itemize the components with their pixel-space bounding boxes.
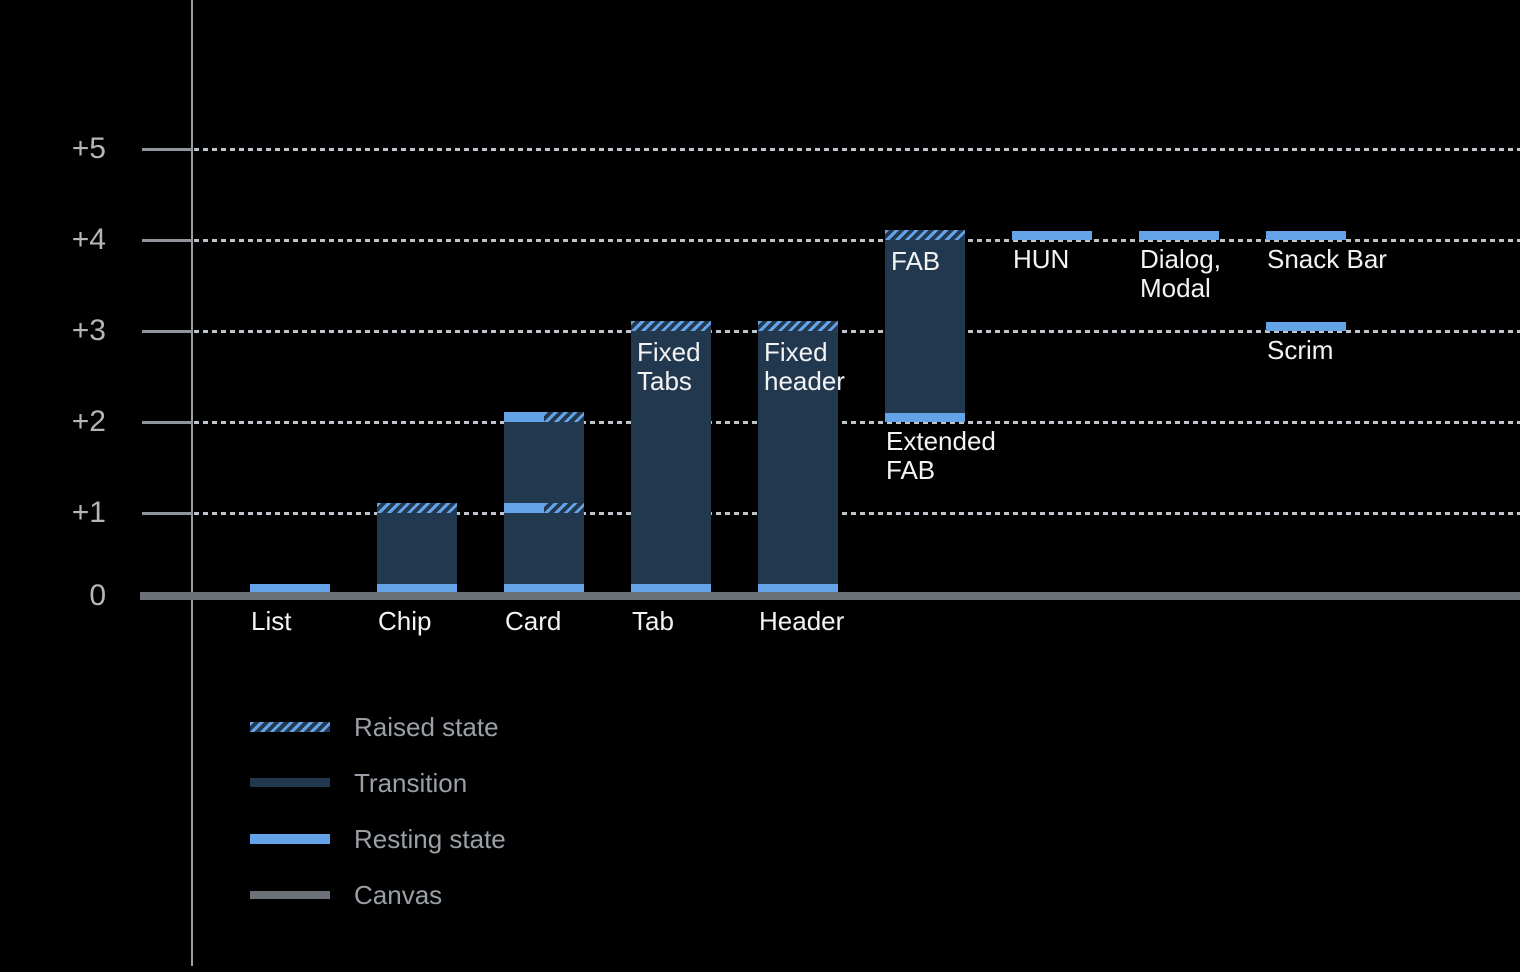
- bar-tab-transition: [631, 331, 711, 592]
- bar-card-resting-1: [504, 503, 544, 513]
- bar-dialog-modal-resting: [1139, 231, 1219, 240]
- gridline-5: [194, 148, 1520, 151]
- axis-label-4: +4: [71, 223, 106, 256]
- bar-chip-resting: [377, 584, 457, 592]
- bar-label-header: Header: [759, 606, 845, 636]
- axis-label-3: +3: [71, 314, 106, 347]
- bar-snack-bar-resting: [1266, 231, 1346, 240]
- bar-card-raised-2: [544, 412, 584, 422]
- bar-under-label-hun: HUN: [1013, 244, 1070, 274]
- bar-card-resting: [504, 584, 584, 592]
- gridline-1: [194, 512, 1520, 515]
- bar-header-raised: [758, 321, 838, 331]
- legend-label-resting-state: Resting state: [354, 824, 506, 854]
- bar-inside-label-header: Fixed header: [764, 337, 845, 396]
- axis-label-2: +2: [71, 405, 106, 438]
- y-axis-line: [191, 0, 193, 966]
- axis-label-1: +1: [71, 496, 106, 529]
- legend-label-raised-state: Raised state: [354, 712, 499, 742]
- legend-label-transition: Transition: [354, 767, 468, 798]
- bar-header-transition: [758, 331, 838, 592]
- bar-scrim-resting: [1266, 322, 1346, 331]
- gridline-2: [194, 421, 1520, 424]
- bar-header-resting: [758, 584, 838, 592]
- bar-fab-transition: [885, 240, 965, 422]
- legend-swatch-resting-state: [250, 834, 330, 844]
- gridline-4: [194, 239, 1520, 242]
- bar-label-tab: Tab: [632, 606, 674, 636]
- bar-under-label-snack-bar: Snack Bar: [1267, 244, 1387, 274]
- tick-2: [142, 421, 192, 424]
- bar-tab-raised: [631, 321, 711, 331]
- bar-tab-resting: [631, 584, 711, 592]
- bar-chip-raised: [377, 503, 457, 513]
- bar-chip-transition: [377, 513, 457, 592]
- tick-3: [142, 330, 192, 333]
- bar-under-label-dialog-modal: Dialog, Modal: [1140, 244, 1221, 303]
- bar-card-raised-1: [544, 503, 584, 513]
- bar-under-label-fab: Extended FAB: [886, 426, 996, 485]
- bar-fab-raised: [885, 230, 965, 240]
- tick-4: [142, 239, 192, 242]
- bar-card-resting-2: [504, 412, 544, 422]
- legend-swatch-canvas: [250, 891, 330, 899]
- gridline-3: [194, 330, 1520, 333]
- tick-1: [142, 512, 192, 515]
- bar-label-card: Card: [505, 606, 562, 636]
- bar-inside-label-fab: FAB: [891, 246, 941, 276]
- legend-swatch-transition: [250, 778, 330, 787]
- bar-inside-label-tab: Fixed Tabs: [637, 337, 701, 396]
- legend-swatch-raised-state: [250, 722, 330, 732]
- bar-list-resting: [250, 584, 330, 592]
- bar-under-label-scrim: Scrim: [1267, 335, 1334, 365]
- bar-label-list: List: [251, 606, 292, 636]
- canvas-bar: [140, 592, 1520, 600]
- bar-hun-resting: [1012, 231, 1092, 240]
- tick-5: [142, 148, 192, 151]
- bar-label-chip: Chip: [378, 606, 432, 636]
- bar-fab-resting: [885, 413, 965, 422]
- axis-label-5: +5: [71, 132, 106, 165]
- axis-label-0: 0: [89, 579, 106, 612]
- legend-label-canvas: Canvas: [354, 880, 443, 910]
